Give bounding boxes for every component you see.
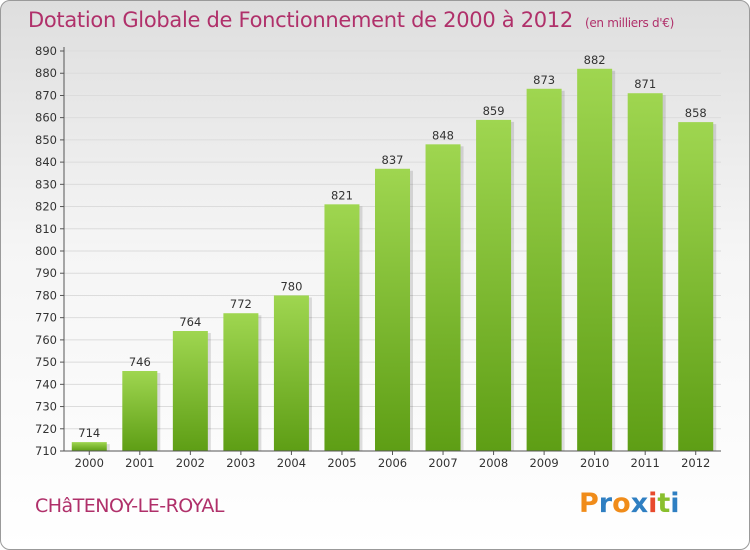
bar-2012 <box>678 122 717 451</box>
y-tick-label: 740 <box>35 377 57 391</box>
bar <box>375 168 410 451</box>
bar-2008 <box>476 119 515 451</box>
y-tick-label: 790 <box>35 266 57 280</box>
logo-letter: i <box>670 488 680 519</box>
bar-value-label: 780 <box>280 279 302 293</box>
bar <box>425 144 461 452</box>
y-tick-label: 810 <box>35 222 57 236</box>
bar <box>627 93 663 451</box>
x-tick-label: 2007 <box>428 456 457 470</box>
x-tick-label: 2001 <box>125 456 154 470</box>
y-tick-label: 780 <box>35 288 57 302</box>
proxiti-logo[interactable]: Proxiti <box>579 488 680 519</box>
bar-2009 <box>526 88 565 452</box>
bar-chart: 710 720 730 740 750 760 770 780 790 800 810 820 830 8… <box>35 44 721 470</box>
x-tick-label: 2009 <box>529 456 558 470</box>
bar <box>526 88 562 452</box>
y-tick-label: 720 <box>35 422 57 436</box>
bar <box>71 442 107 451</box>
bar <box>122 371 158 451</box>
y-tick-label: 840 <box>35 155 57 169</box>
value-labels: 714 746 764 772 780 821 837 848 859 873 882 871 858 <box>78 53 706 440</box>
bar-2002 <box>172 331 211 451</box>
y-tick-label: 770 <box>35 311 57 325</box>
bar-2005 <box>324 204 363 451</box>
bar-2007 <box>425 144 464 452</box>
y-tick-label: 730 <box>35 400 57 414</box>
logo-letter: o <box>612 488 631 519</box>
bar-value-label: 772 <box>230 297 252 311</box>
bar-value-label: 746 <box>129 355 151 369</box>
y-tick-label: 820 <box>35 200 57 214</box>
y-tick-label: 760 <box>35 333 57 347</box>
x-axis: 2000 2001 2002 2003 2004 2005 2006 2007 2008 2009… <box>64 450 721 470</box>
bar-value-label: 873 <box>533 73 555 87</box>
x-tick-label: 2008 <box>479 456 508 470</box>
bar-2000 <box>71 442 110 451</box>
x-tick-label: 2006 <box>378 456 407 470</box>
logo-letter: r <box>598 488 613 519</box>
y-tick-label: 850 <box>35 133 57 147</box>
bar <box>273 295 309 451</box>
logo-letter: P <box>579 488 599 519</box>
chart-title-text: Dotation Globale de Fonctionnement de 20… <box>28 8 573 32</box>
y-tick-label: 830 <box>35 177 57 191</box>
x-tick-label: 2005 <box>327 456 356 470</box>
x-tick-label: 2010 <box>580 456 609 470</box>
y-tick-label: 870 <box>35 88 57 102</box>
x-tick-label: 2004 <box>277 456 306 470</box>
y-tick-label: 750 <box>35 355 57 369</box>
bar-2011 <box>627 93 666 451</box>
bar-value-label: 714 <box>78 426 100 440</box>
y-tick-label: 880 <box>35 66 57 80</box>
commune-name: CHâTENOY-LE-ROYAL <box>35 495 224 517</box>
bar-value-label: 764 <box>179 315 201 329</box>
x-tick-label: 2012 <box>681 456 710 470</box>
x-tick-label: 2000 <box>75 456 104 470</box>
y-tick-label: 800 <box>35 244 57 258</box>
bars <box>71 68 717 452</box>
chart-subtitle: (en milliers d'€) <box>584 16 674 30</box>
bar-2001 <box>122 371 161 451</box>
bar <box>476 119 512 451</box>
bar-2010 <box>577 68 616 452</box>
bar <box>324 204 360 451</box>
bar-2004 <box>273 295 312 451</box>
bar <box>577 68 613 452</box>
bar-value-label: 859 <box>483 104 505 118</box>
bar-value-label: 871 <box>634 77 656 91</box>
y-tick-label: 890 <box>35 44 57 58</box>
bar-value-label: 848 <box>432 128 454 142</box>
y-tick-label: 860 <box>35 111 57 125</box>
x-tick-label: 2003 <box>226 456 255 470</box>
bar <box>172 331 208 451</box>
bar-value-label: 821 <box>331 188 353 202</box>
y-axis: 710 720 730 740 750 760 770 780 790 800 810 820 830 8… <box>35 44 65 458</box>
bar-value-label: 837 <box>382 153 404 167</box>
chart-title: Dotation Globale de Fonctionnement de 20… <box>28 8 674 32</box>
bar <box>223 313 259 451</box>
x-tick-label: 2011 <box>631 456 660 470</box>
logo-letter: x <box>630 488 649 519</box>
bar-2006 <box>375 168 413 451</box>
bar-value-label: 858 <box>685 106 707 120</box>
logo-letter: i <box>648 488 658 519</box>
x-tick-label: 2002 <box>176 456 205 470</box>
logo-letter: t <box>657 488 671 519</box>
bar-value-label: 882 <box>584 53 606 67</box>
bar-2003 <box>223 313 262 451</box>
y-tick-label: 710 <box>35 444 57 458</box>
bar <box>678 122 714 451</box>
